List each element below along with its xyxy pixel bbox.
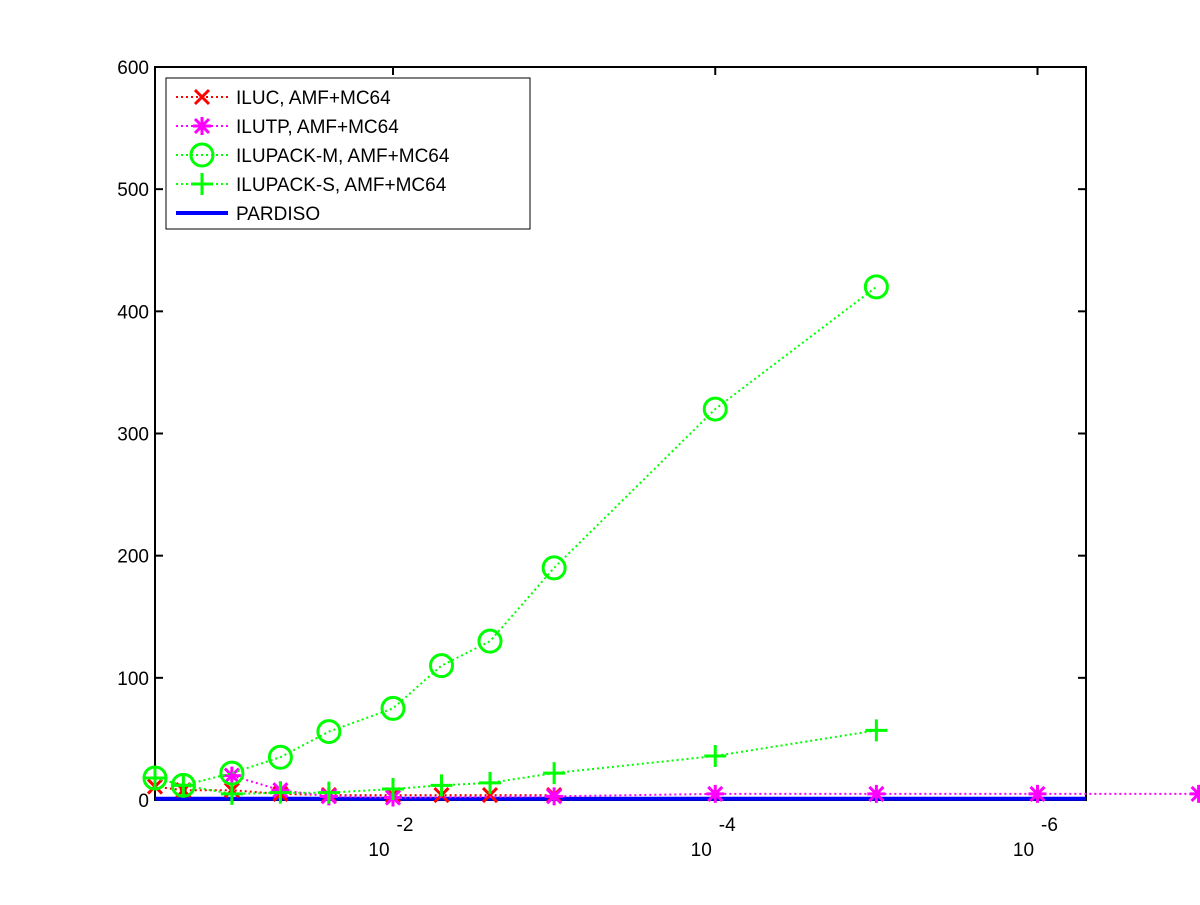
legend-swatch-marker: [189, 142, 215, 168]
x-tick-label-base: 10: [368, 840, 389, 861]
data-point: [1189, 784, 1200, 803]
data-point: [316, 719, 342, 745]
legend-box: [165, 77, 531, 230]
data-point: [382, 778, 404, 801]
series-2: [142, 274, 889, 798]
legend: ILUC, AMF+MC64 ILUTP, AMF+MC64 ILUPACK-M, …: [165, 77, 531, 230]
data-point: [220, 782, 243, 805]
data-point: [865, 719, 888, 742]
data-point: [317, 781, 340, 804]
x-tick-label-exponent: -6: [1041, 815, 1058, 836]
data-point: [144, 767, 166, 790]
data-point: [545, 787, 564, 806]
data-point: [269, 781, 292, 804]
y-tick-label: 0: [138, 791, 149, 812]
x-tick-label-exponent: -4: [719, 815, 736, 836]
series-line: [154, 729, 877, 795]
data-point: [479, 771, 502, 794]
legend-swatch-marker: [191, 173, 213, 195]
x-tick-label-base: 10: [691, 840, 712, 861]
y-tick-label: 200: [117, 547, 149, 568]
data-point: [543, 762, 566, 785]
y-tick-label: 400: [117, 302, 149, 323]
legend-entry-label: ILUC, AMF+MC64: [236, 88, 391, 109]
y-tick-label: 300: [117, 425, 149, 446]
legend-entry-label: PARDISO: [236, 204, 320, 225]
x-tick-label-base: 10: [1013, 840, 1034, 861]
data-point: [222, 766, 241, 785]
x-axis-ticks: 10 -2 10 -4 10 -6: [368, 67, 1058, 861]
data-point: [863, 274, 889, 300]
plot-series: [142, 274, 1200, 807]
data-point: [481, 787, 499, 804]
data-point: [1028, 784, 1047, 803]
legend-entry-label: ILUPACK-M, AMF+MC64: [236, 146, 450, 167]
data-point: [867, 784, 886, 803]
legend-entry-label: ILUPACK-S, AMF+MC64: [236, 175, 447, 196]
series-3: [144, 719, 888, 805]
series-line: [154, 286, 878, 787]
y-tick-label: 600: [117, 58, 149, 79]
data-point: [429, 653, 455, 679]
x-tick-label-exponent: -2: [397, 815, 414, 836]
y-tick-label: 100: [117, 669, 149, 690]
series-line: [231, 774, 1199, 799]
data-point: [541, 555, 567, 581]
data-point: [702, 396, 728, 422]
data-point: [267, 744, 293, 770]
data-point: [477, 628, 503, 654]
data-point: [704, 745, 727, 768]
legend-swatch-marker: [193, 117, 211, 135]
data-point: [430, 774, 453, 797]
data-point: [706, 784, 725, 803]
legend-entry-label: ILUTP, AMF+MC64: [236, 117, 399, 138]
legend-swatch-marker: [193, 88, 211, 106]
data-point: [380, 695, 406, 721]
y-tick-label: 500: [117, 180, 149, 201]
y-axis-ticks: 0 100 200 300 400 500 600: [117, 58, 1086, 812]
data-point: [172, 774, 195, 797]
